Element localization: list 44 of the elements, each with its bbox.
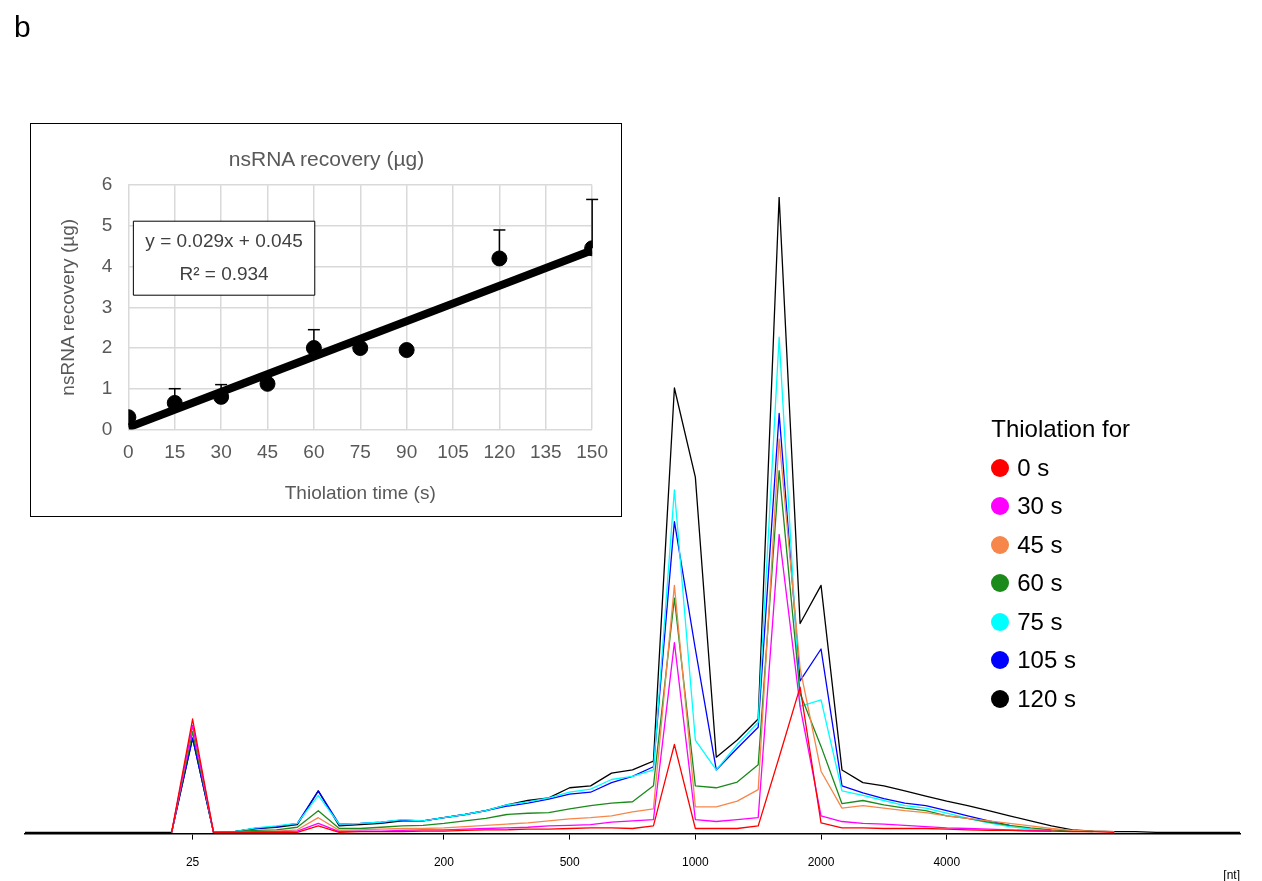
text: b <box>14 10 31 44</box>
point <box>491 250 508 267</box>
x-tick-label: 1000 <box>681 855 710 870</box>
x-tick-label: 150 <box>576 441 608 463</box>
legend-label: 60 s <box>1017 568 1063 598</box>
x-tick-label: 120 <box>483 441 516 463</box>
y-tick-label: 1 <box>101 376 113 398</box>
legend-label: 30 s <box>1017 491 1063 521</box>
y-tick-label: 5 <box>101 214 113 236</box>
y-axis-title: nsRNA recovery (µg) <box>56 218 78 396</box>
x-tick-label: 0 <box>123 441 134 463</box>
y-tick-label: 6 <box>101 173 113 195</box>
legend-label: 75 s <box>1017 606 1063 637</box>
x-tick-label: 90 <box>396 441 418 463</box>
point <box>398 342 415 359</box>
y-tick-label: 0 <box>101 417 113 439</box>
x-tick-label: 135 <box>529 441 562 463</box>
legend-label: 120 s <box>1017 683 1076 714</box>
point <box>259 375 276 392</box>
point <box>352 340 369 356</box>
x-tick-label: 2000 <box>807 855 835 870</box>
x-tick-label: 25 <box>185 855 200 870</box>
x-axis-title: Thiolation time (s) <box>284 481 436 503</box>
chart-title: nsRNA recovery (µg) <box>228 147 425 171</box>
point <box>305 340 322 356</box>
x-tick-label: 200 <box>433 855 455 870</box>
x-tick-label: 60 <box>303 441 325 463</box>
x-tick-label: 105 <box>437 441 469 463</box>
x-tick-label: 15 <box>164 441 186 463</box>
x-tick-label: 45 <box>256 441 279 463</box>
y-tick-label: 3 <box>101 295 113 317</box>
legend-title: Thiolation for <box>991 414 1130 444</box>
annotation: R² = 0.934 <box>179 262 270 284</box>
annotation: y = 0.029x + 0.045 <box>145 229 303 251</box>
legend-label: 105 s <box>1017 645 1076 675</box>
legend-label: 45 s <box>1017 529 1063 560</box>
x-axis-title: [nt] <box>1223 868 1240 881</box>
x-tick-label: 500 <box>559 855 580 870</box>
y-tick-label: 4 <box>101 254 113 276</box>
x-tick-label: 4000 <box>933 855 961 870</box>
y-tick-label: 2 <box>101 336 113 358</box>
x-tick-label: 30 <box>210 441 232 463</box>
x-tick-label: 75 <box>349 441 371 463</box>
legend-label: 0 s <box>1017 452 1050 483</box>
